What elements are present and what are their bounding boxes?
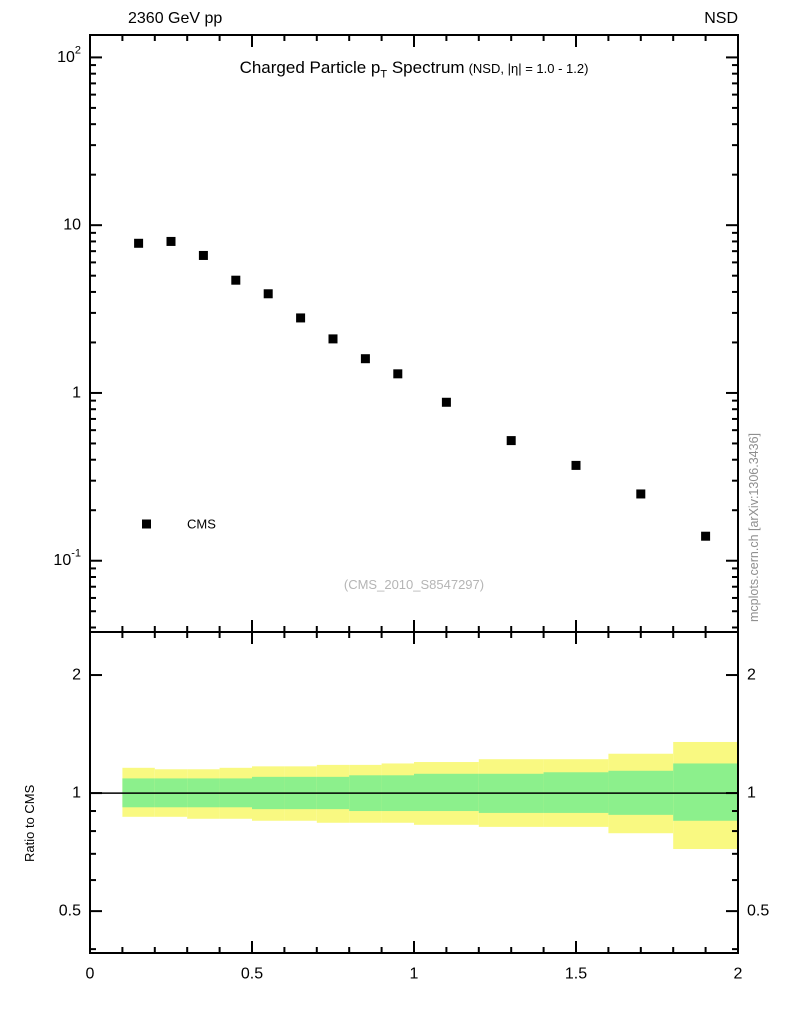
ratio-y-tick-label-right: 1: [747, 785, 756, 802]
y-axis-tick-label: 1: [72, 384, 81, 401]
data-point: [636, 489, 646, 499]
ratio-y-axis-title: Ratio to CMS: [22, 784, 37, 862]
x-axis-tick-label: 2: [734, 966, 743, 983]
x-axis-tick-label: 0.5: [241, 966, 263, 983]
x-axis-tick-label: 0: [86, 966, 95, 983]
mcplots-attribution-label: mcplots.cern.ch [arXiv:1306.3436]: [747, 433, 761, 622]
trigger-label: NSD: [704, 10, 738, 27]
data-point: [328, 334, 338, 344]
plot-title-condition: (NSD, |η| = 1.0 - 1.2): [468, 61, 589, 76]
data-point: [166, 236, 176, 246]
plot-title-rest: Spectrum: [387, 58, 465, 77]
data-point: [296, 313, 306, 323]
data-point: [441, 397, 451, 407]
plot-title-subscript: T: [380, 68, 388, 81]
data-point: [360, 354, 370, 364]
data-point: [134, 238, 144, 248]
data-point: [263, 289, 273, 299]
data-point: [198, 250, 208, 260]
data-point: [701, 531, 711, 541]
y-axis-tick-label: 102: [57, 44, 81, 66]
plot-title: Charged Particle pT Spectrum (NSD, |η| = …: [90, 58, 738, 80]
beam-energy-label: 2360 GeV pp: [128, 10, 223, 27]
y-axis-tick-label: 10: [63, 217, 81, 234]
ratio-y-tick-label-left: 1: [72, 785, 81, 802]
ratio-y-tick-label-left: 0.5: [59, 903, 81, 920]
plot-title-text: Charged Particle p: [239, 58, 381, 77]
ratio-y-tick-label-right: 0.5: [747, 903, 769, 920]
data-point: [506, 436, 516, 446]
data-point: [231, 275, 241, 285]
y-axis-tick-label: 10-1: [53, 548, 81, 570]
ratio-y-tick-label-right: 2: [747, 667, 756, 684]
legend-label: CMS: [187, 517, 216, 532]
x-axis-tick-label: 1.5: [565, 966, 587, 983]
ratio-y-tick-label-left: 2: [72, 667, 81, 684]
x-axis-tick-label: 1: [410, 966, 419, 983]
main-panel-frame: [89, 34, 739, 633]
analysis-id-watermark: (CMS_2010_S8547297): [343, 577, 485, 592]
data-point: [393, 369, 403, 379]
legend-marker: [142, 519, 151, 529]
data-point: [571, 460, 581, 470]
